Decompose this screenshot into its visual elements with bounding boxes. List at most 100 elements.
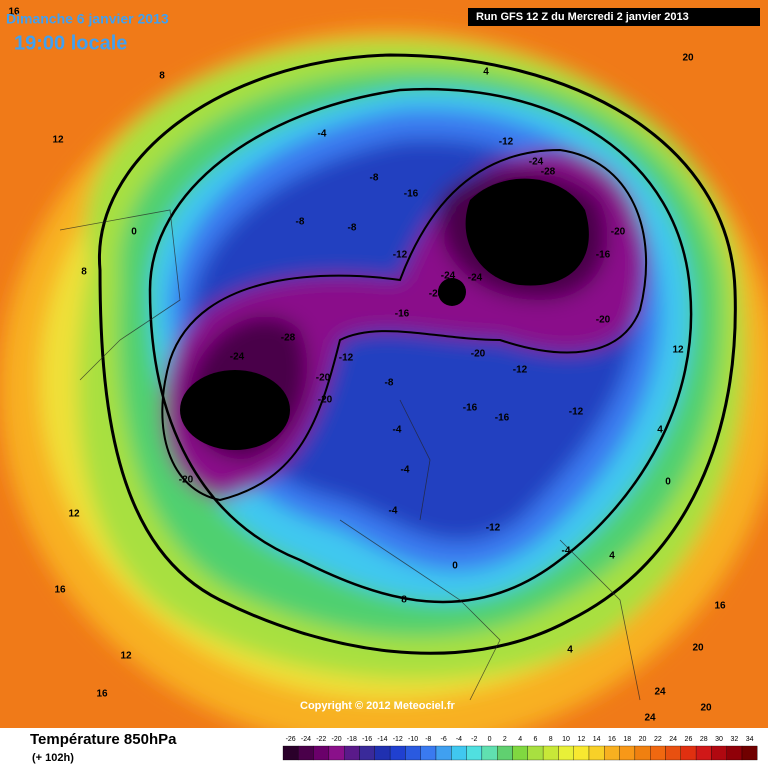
colorbar-swatch [726,745,743,761]
contour-label: -24 [529,157,544,168]
contour-label: -16 [404,189,419,200]
contour-label: -8 [296,217,305,228]
contour-label: 24 [644,713,656,724]
colorbar-label: 30 [715,736,723,743]
colorbar-label: 22 [654,736,662,743]
run: Run GFS 12 Z du Mercredi 2 janvier 2013 [476,11,689,23]
contour-label: 4 [567,645,573,656]
contour-label: -4 [389,506,398,517]
colorbar-swatch [359,745,375,761]
date: Dimanche 6 janvier 2013 [6,11,169,27]
run-box [468,8,760,26]
colorbar-label: -26 [286,736,296,743]
contour-label: 4 [609,551,615,562]
contour-label: -24 [505,205,520,216]
colorbar-label: 2 [503,736,507,743]
colorbar-swatch [481,745,498,761]
colorbar-label: -18 [347,736,357,743]
colorbar-swatch [374,745,391,761]
colorbar-swatch [420,745,437,761]
time: 19:00 locale [14,32,127,54]
colorbar-swatch [466,745,483,761]
contour-label: -20 [596,315,611,326]
contour-label: -4 [393,425,402,436]
colorbar-label: 28 [700,736,708,743]
contour-label: -12 [569,407,584,418]
colorbar-label: 4 [518,736,522,743]
colorbar-label: -24 [301,736,311,743]
colorbar-swatch [695,745,712,761]
colorbar-label: -20 [331,736,341,743]
contour-label: -20 [318,395,333,406]
colorbar-label: 10 [562,736,570,743]
colorbar-swatch [527,745,544,761]
contour-label: -28 [281,333,296,344]
contour-label: 0 [452,561,458,572]
colorbar-label: -22 [316,736,326,743]
contour-label: 12 [68,509,80,520]
temperature-map: -28-28-28-28-28-28-24-24 -24-24-24-20-20-… [0,0,768,728]
colorbar-label: -12 [393,736,403,743]
contour-label: -16 [596,250,611,261]
colorbar-swatch [435,745,452,761]
contour-label: 24 [654,687,666,698]
contour-label: -12 [393,250,408,261]
contour-label: 12 [52,135,64,146]
contour-label: 4 [657,425,663,436]
contour-label: -16 [495,413,510,424]
colorbar-label: 8 [549,736,553,743]
colorbar-label: 14 [593,736,601,743]
contour-label: -24 [230,352,245,363]
colorbar-swatch [298,745,314,761]
contour-label: -8 [385,378,394,389]
contour-label: -16 [395,309,410,320]
colorbar-label: -2 [471,736,477,743]
copyright: Copyright © 2012 Meteociel.fr [300,700,456,712]
colorbar-swatch [313,745,330,761]
colorbar-swatch [634,745,651,761]
contour-label: -28 [471,221,486,232]
contour-label: -12 [513,365,528,376]
colorbar-swatch [741,745,758,761]
colorbar-swatch [344,745,360,761]
colorbar-swatch [588,745,605,761]
contour-label: -16 [463,403,478,414]
colorbar-label: 32 [730,736,738,743]
colorbar-label: -4 [456,736,462,743]
contour-label: -20 [179,475,194,486]
contour-label: -28 [541,167,556,178]
colorbar-swatch [619,745,636,761]
contour-label: -4 [562,546,571,557]
contour-label: 8 [81,267,87,278]
contour-label: -24 [468,273,483,284]
colorbar-swatch [389,745,406,761]
colorbar-label: 6 [533,736,537,743]
colorbar-label: 12 [577,736,585,743]
contour-label: 8 [401,595,407,606]
contour-label: 20 [700,703,712,714]
contour-label: 16 [8,7,20,18]
contour-label: 16 [714,601,726,612]
contour-label: -20 [238,420,253,431]
colorbar-label: 0 [488,736,492,743]
footer-lead: (+ 102h) [32,752,74,764]
colorbar-swatch [573,745,590,761]
contour-label: 0 [665,477,671,488]
colorbar-swatch [665,745,681,761]
colorbar-swatch [711,745,727,761]
colorbar-swatch [328,745,345,761]
contour-label: -28 [508,249,523,260]
contour-label: 20 [682,53,694,64]
colorbar-label: -14 [377,736,387,743]
contour-label: -20 [611,227,626,238]
colorbar-label: -10 [408,736,418,743]
colorbar-label: 24 [669,736,677,743]
contour-label: -20 [471,349,486,360]
colorbar-swatch [680,745,697,761]
contour-label: -20 [316,373,331,384]
contour-label: 8 [159,71,165,82]
colorbar-label: -6 [441,736,447,743]
colorbar-label: 18 [623,736,631,743]
colorbar-label: -8 [425,736,431,743]
